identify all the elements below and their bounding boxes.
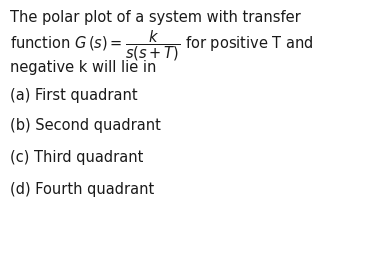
Text: negative k will lie in: negative k will lie in (10, 60, 156, 75)
Text: The polar plot of a system with transfer: The polar plot of a system with transfer (10, 10, 301, 25)
Text: function $G\,(s) = \dfrac{k}{s(s+T)}$ for positive T and: function $G\,(s) = \dfrac{k}{s(s+T)}$ fo… (10, 28, 314, 62)
Text: (d) Fourth quadrant: (d) Fourth quadrant (10, 182, 154, 197)
Text: (a) First quadrant: (a) First quadrant (10, 88, 138, 103)
Text: (b) Second quadrant: (b) Second quadrant (10, 118, 161, 133)
Text: (c) Third quadrant: (c) Third quadrant (10, 150, 144, 165)
